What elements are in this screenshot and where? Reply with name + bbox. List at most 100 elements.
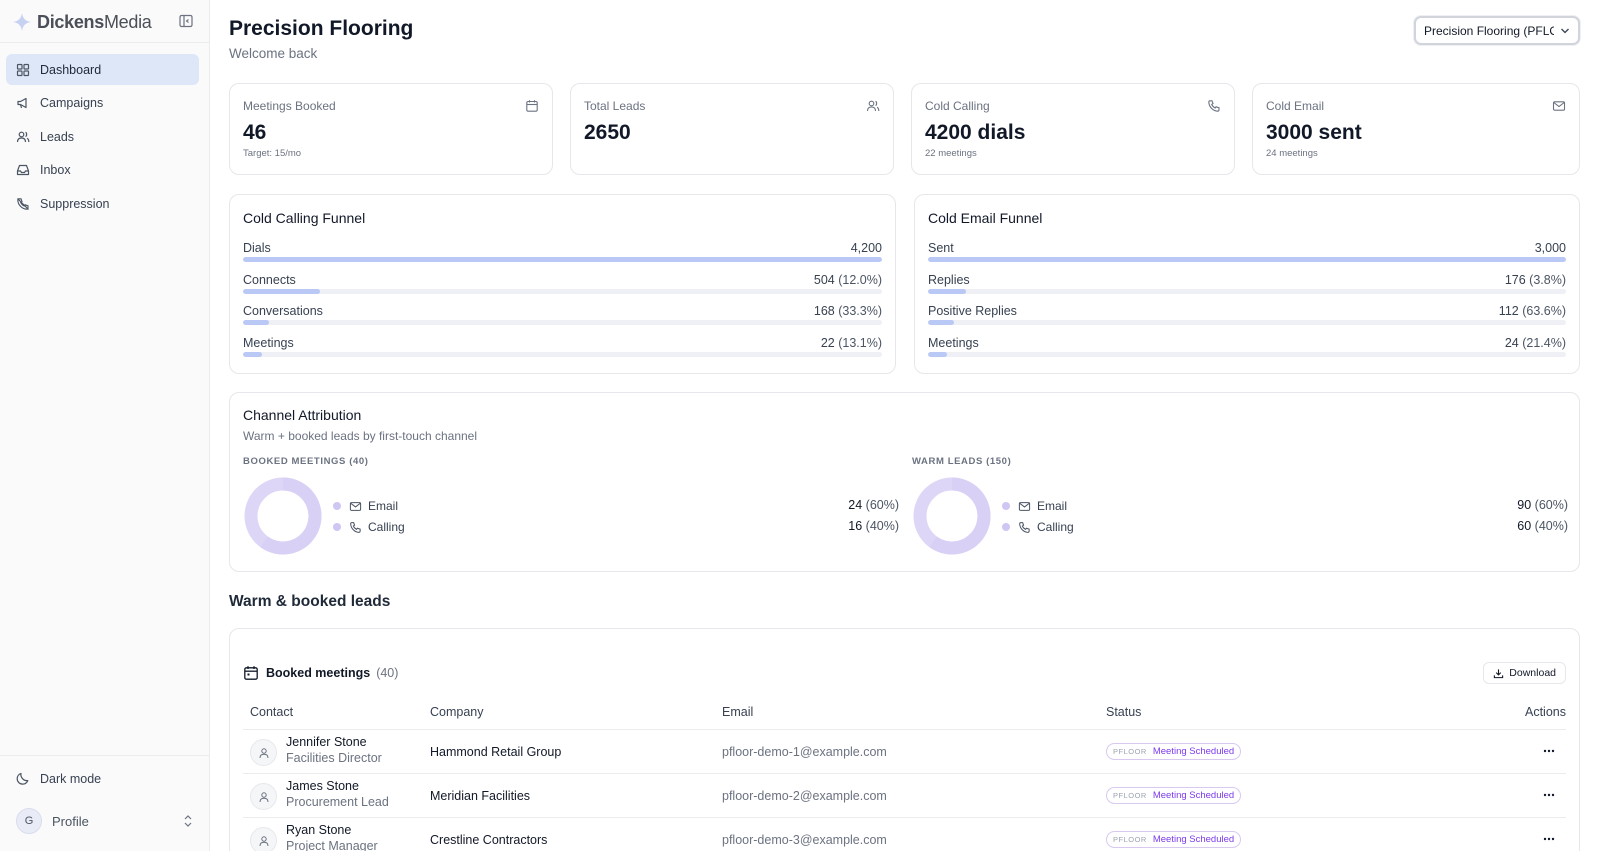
funnel-bar-track: [928, 351, 1566, 357]
main-content: Precision Flooring Welcome back Precisio…: [210, 0, 1600, 851]
sparkle-icon: [13, 13, 31, 31]
funnel-label: Conversations: [243, 304, 323, 318]
funnel-value: 504 (12.0%): [813, 272, 882, 287]
warm-leads-group: WARM LEADS (150) Email Calling 90 (60%) …: [912, 456, 1568, 566]
client-select[interactable]: Precision Flooring (PFLOOR): [1414, 16, 1580, 45]
download-icon: [1494, 668, 1504, 678]
column-header-status[interactable]: Status: [1106, 705, 1142, 719]
company-name: Meridian Facilities: [430, 789, 531, 803]
sidebar-item-suppression[interactable]: Suppression: [6, 188, 199, 219]
page-title: Precision Flooring: [229, 17, 414, 40]
contact-title: Facilities Director: [286, 751, 382, 765]
sidebar-item-dashboard[interactable]: Dashboard: [6, 54, 199, 85]
contact-email: pfloor-demo-2@example.com: [722, 789, 887, 803]
stat-label: Cold Email: [1266, 99, 1325, 113]
funnel-bar-fill: [243, 288, 320, 294]
sidebar-toggle-icon[interactable]: [178, 13, 194, 29]
stat-label: Total Leads: [584, 99, 646, 113]
funnel-value: 3,000: [1534, 241, 1566, 255]
legend-calling-value: 16 (40%): [848, 519, 899, 533]
funnel-title: Cold Email Funnel: [928, 210, 1043, 226]
legend-dot: [1002, 502, 1010, 510]
client-code: PFLOOR: [1113, 791, 1147, 800]
download-label: Download: [1509, 667, 1556, 679]
funnel-value: 24 (21.4%): [1504, 335, 1566, 350]
funnel-bar-track: [928, 288, 1566, 294]
funnel-value: 168 (33.3%): [813, 304, 882, 318]
funnel-bar-fill: [928, 320, 954, 325]
download-button[interactable]: Download: [1483, 662, 1566, 684]
funnel-row: Positive Replies 112 (63.6%): [928, 304, 1566, 336]
dark-mode-toggle[interactable]: Dark mode: [16, 772, 101, 786]
avatar: [250, 739, 277, 766]
row-actions-button[interactable]: [1540, 830, 1558, 848]
funnel-bar-track: [243, 320, 882, 325]
legend-calling: Calling: [1002, 519, 1074, 535]
avatar: [250, 783, 277, 810]
inbox-icon: [16, 164, 30, 176]
status-text: Meeting Scheduled: [1152, 834, 1235, 845]
table-row[interactable]: Ryan Stone Project Manager Crestline Contr…: [243, 818, 1566, 851]
brand-name: DickensMedia: [37, 11, 152, 32]
legend-dot: [1002, 523, 1010, 531]
contact-email: pfloor-demo-3@example.com: [722, 833, 887, 847]
funnel-bar-track: [928, 320, 1566, 325]
funnel-value: 4,200: [850, 241, 882, 255]
funnel-rows: Dials 4,200 Connects 504 (12.0%) Conversati…: [243, 241, 882, 367]
funnel-bar-fill: [928, 257, 1566, 262]
funnel-value: 22 (13.1%): [820, 335, 882, 350]
brand-logo[interactable]: DickensMedia: [12, 11, 152, 33]
table-count: (40): [376, 666, 399, 680]
warm-leads-donut: [913, 477, 991, 555]
sidebar-item-label: Leads: [40, 129, 75, 144]
table-row[interactable]: Jennifer Stone Facilities Director Hammond…: [243, 730, 1566, 774]
column-header-company[interactable]: Company: [430, 705, 484, 719]
table-row[interactable]: James Stone Procurement Lead Meridian Faci…: [243, 774, 1566, 818]
phone-icon: [1019, 521, 1030, 533]
column-header-actions: Actions: [1525, 705, 1566, 719]
status-text: Meeting Scheduled: [1152, 746, 1235, 757]
column-header-contact[interactable]: Contact: [250, 705, 294, 719]
users-icon: [866, 100, 880, 112]
row-actions-button[interactable]: [1540, 786, 1558, 804]
sidebar-item-label: Suppression: [40, 196, 110, 211]
status-text: Meeting Scheduled: [1152, 790, 1235, 801]
contact-title: Procurement Lead: [286, 795, 389, 809]
column-header-email[interactable]: Email: [722, 705, 754, 719]
sidebar-item-leads[interactable]: Leads: [6, 121, 199, 152]
chevron-down-icon: [1561, 28, 1569, 34]
more-horizontal-icon: [1543, 793, 1555, 797]
booked-meetings-donut: [244, 477, 322, 555]
attribution-title: Channel Attribution: [243, 407, 362, 423]
booked-meetings-heading: BOOKED MEETINGS (40): [243, 456, 369, 467]
funnel-bar-track: [243, 288, 882, 294]
status-badge: PFLOOR Meeting Scheduled: [1106, 743, 1242, 760]
profile-label: Profile: [52, 813, 89, 829]
grid-icon: [16, 63, 30, 76]
row-actions-button[interactable]: [1540, 742, 1558, 760]
funnel-row: Dials 4,200: [243, 241, 882, 273]
booked-meetings-table-card: Booked meetings (40) Download Contact Co…: [229, 628, 1580, 851]
sidebar-item-label: Inbox: [40, 163, 71, 177]
sidebar-nav: Dashboard Campaigns Leads Inbox Suppress…: [6, 54, 199, 222]
funnel-title: Cold Calling Funnel: [243, 210, 366, 226]
legend-dot: [333, 502, 341, 510]
users-icon: [16, 131, 30, 142]
cold-calling-funnel-card: Cold Calling Funnel Dials 4,200 Connects 5…: [229, 194, 896, 374]
funnel-bar-fill: [928, 351, 948, 357]
calendar-icon: [526, 100, 538, 112]
funnel-row: Meetings 22 (13.1%): [243, 336, 882, 368]
stat-card-cold-calling: Cold Calling 4200 dials 22 meetings: [911, 83, 1235, 175]
sidebar: DickensMedia Dashboard Campaigns Leads I…: [0, 0, 210, 851]
legend-email-value: 24 (60%): [848, 498, 899, 512]
warm-leads-heading: WARM LEADS (150): [912, 456, 1012, 467]
legend-email: Email: [333, 498, 398, 514]
profile-menu[interactable]: G Profile: [16, 808, 194, 834]
sidebar-item-campaigns[interactable]: Campaigns: [6, 88, 199, 119]
funnel-row: Meetings 24 (21.4%): [928, 336, 1566, 368]
phone-icon: [1208, 100, 1220, 112]
sidebar-item-inbox[interactable]: Inbox: [6, 155, 199, 186]
client-code: PFLOOR: [1113, 747, 1147, 756]
stat-value: 3000 sent: [1266, 121, 1362, 144]
mail-icon: [1552, 101, 1566, 111]
